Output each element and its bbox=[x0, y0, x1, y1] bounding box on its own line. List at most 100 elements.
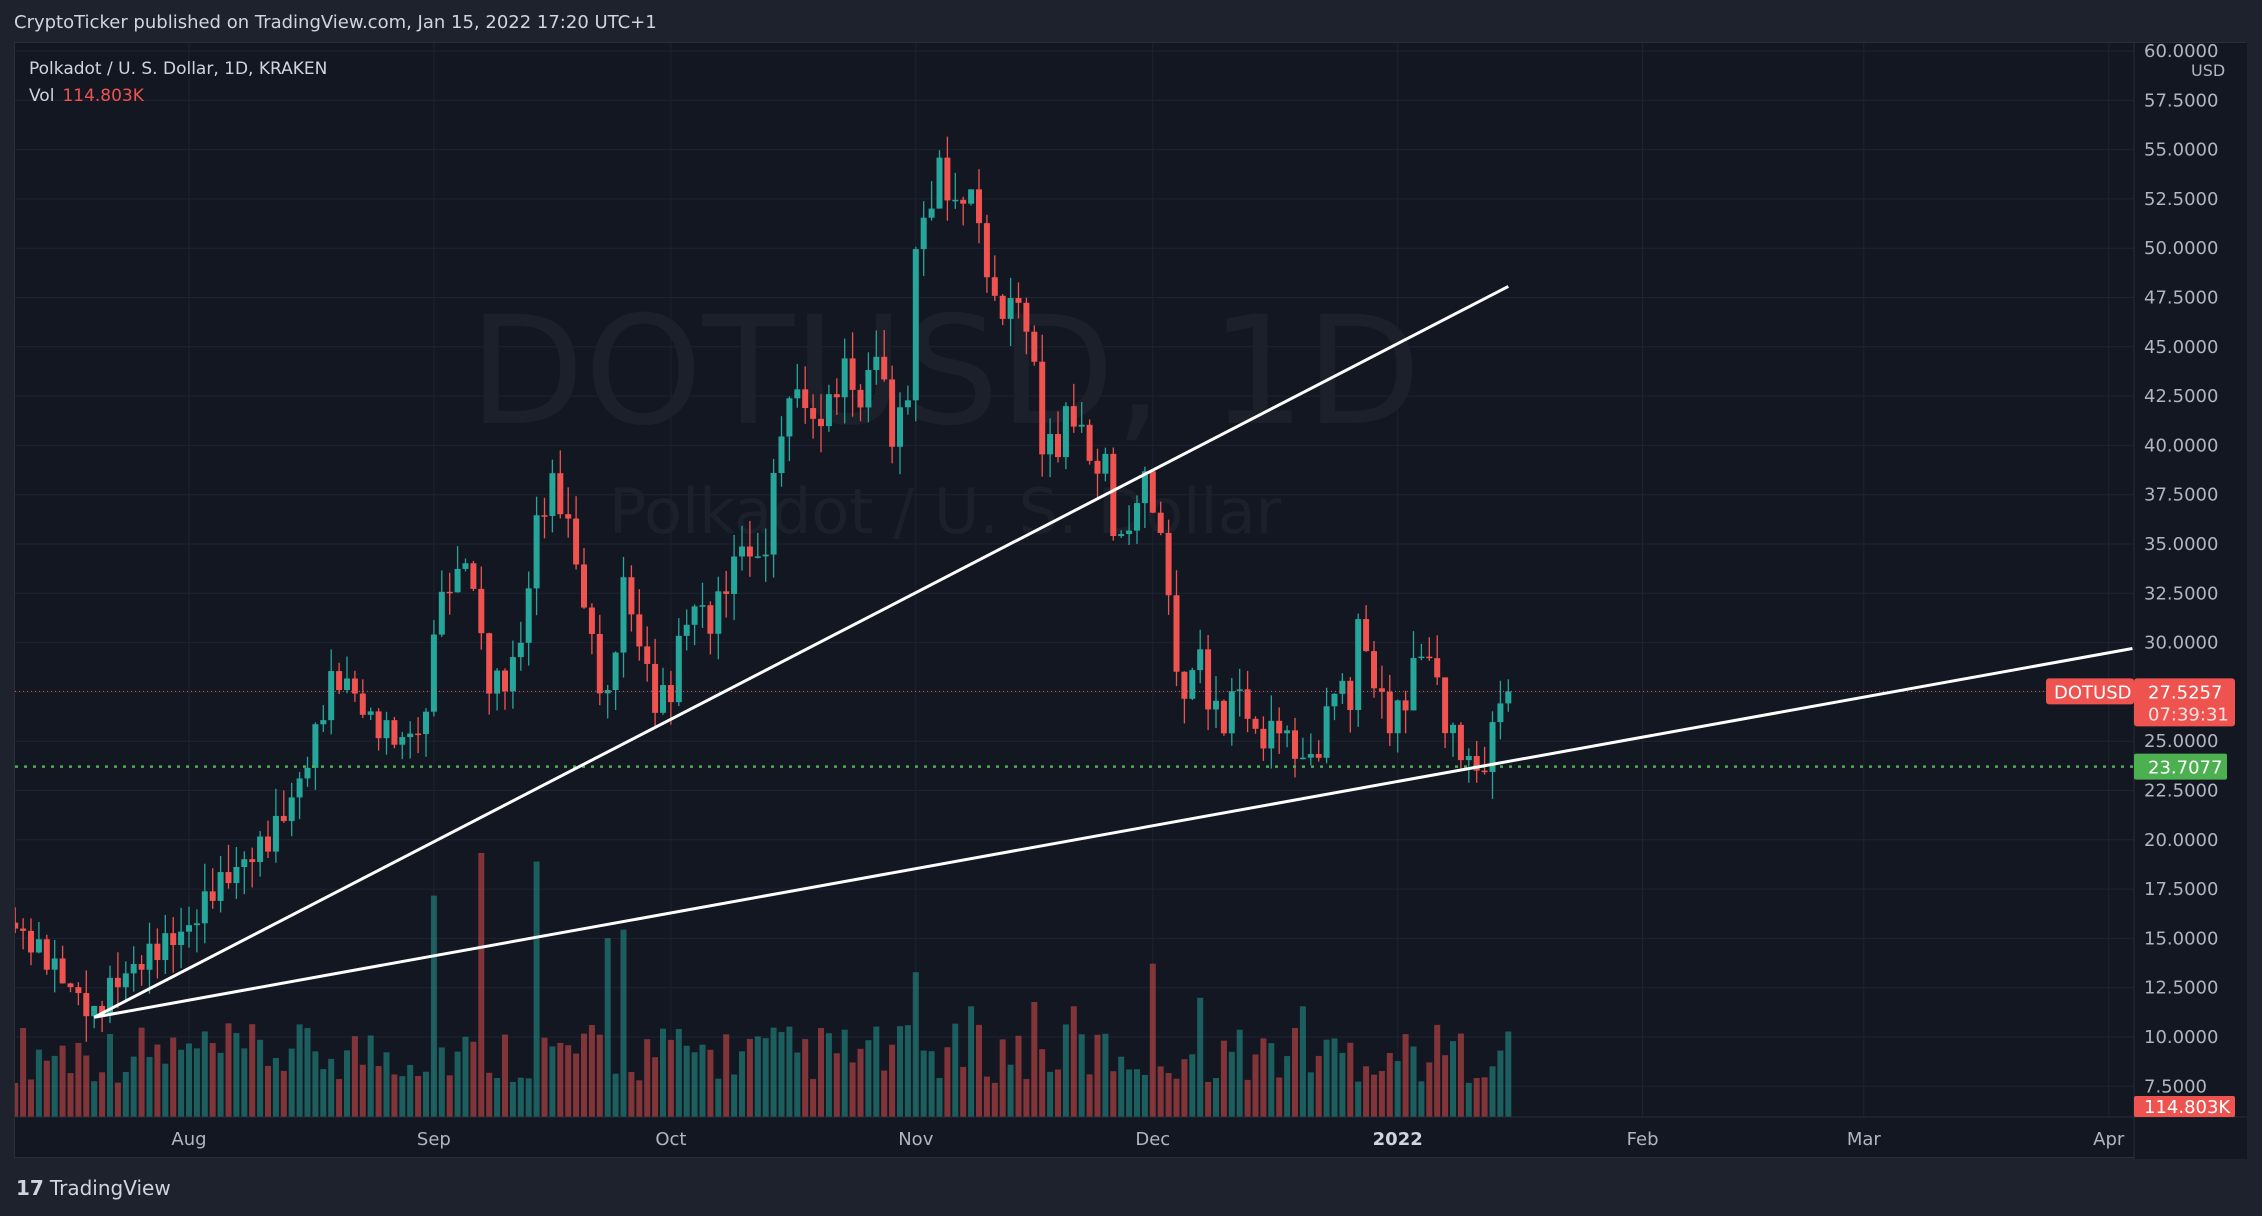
volume-bar bbox=[1450, 1041, 1456, 1117]
candle-body bbox=[454, 568, 461, 593]
volume-bar bbox=[675, 1028, 682, 1117]
volume-bar bbox=[1473, 1078, 1480, 1117]
candle-body bbox=[1331, 693, 1338, 707]
candle-body bbox=[502, 670, 508, 692]
volume-bar bbox=[1260, 1038, 1267, 1117]
volume-bar bbox=[1347, 1042, 1354, 1117]
candle-body bbox=[59, 958, 66, 984]
candle-body bbox=[1473, 756, 1480, 771]
candle-body bbox=[1126, 530, 1133, 534]
candle-body bbox=[557, 473, 564, 515]
price-tick-label: 55.0000 bbox=[2144, 140, 2218, 161]
candle-body bbox=[944, 157, 951, 201]
candle-body bbox=[336, 671, 343, 691]
volume-bar bbox=[162, 1063, 169, 1117]
volume-bar bbox=[541, 1037, 548, 1117]
volume-bar bbox=[897, 1026, 903, 1117]
volume-bar bbox=[778, 1032, 785, 1117]
volume-bar bbox=[375, 1066, 382, 1117]
candle-body bbox=[1165, 532, 1172, 596]
brand-name: TradingView bbox=[49, 1176, 171, 1200]
volume-bar bbox=[1418, 1081, 1425, 1117]
candle-body bbox=[1402, 700, 1409, 711]
candle-body bbox=[525, 588, 532, 643]
volume-bar bbox=[715, 1078, 722, 1117]
volume-bar bbox=[912, 972, 919, 1117]
price-tick-label: 42.5000 bbox=[2144, 386, 2218, 407]
candle-body bbox=[209, 891, 216, 901]
volume-bar bbox=[1505, 1031, 1512, 1117]
volume-bar bbox=[1118, 1056, 1125, 1117]
candle-body bbox=[509, 657, 516, 692]
candle-body bbox=[1228, 691, 1235, 734]
candle-body bbox=[762, 554, 769, 557]
volume-bar bbox=[28, 1079, 34, 1117]
price-tick-label: 32.5000 bbox=[2144, 583, 2218, 604]
candle-body bbox=[1339, 680, 1346, 694]
candle-body bbox=[1023, 302, 1030, 332]
volume-bar bbox=[802, 1039, 809, 1117]
candle-body bbox=[249, 859, 256, 863]
trendline[interactable] bbox=[93, 647, 2133, 1019]
candle-body bbox=[707, 605, 714, 634]
candle-body bbox=[1102, 453, 1109, 474]
volume-bar bbox=[1394, 1061, 1401, 1117]
price-tick-label: 50.0000 bbox=[2144, 238, 2218, 259]
volume-bar bbox=[1268, 1043, 1275, 1117]
volume-bar bbox=[146, 1057, 153, 1117]
volume-bar bbox=[1007, 1064, 1014, 1117]
price-tick-label: 17.5000 bbox=[2144, 879, 2218, 900]
volume-bar bbox=[209, 1043, 216, 1117]
volume-bar bbox=[1078, 1034, 1085, 1117]
volume-bar bbox=[107, 1033, 113, 1117]
volume-value: 114.803K bbox=[62, 86, 144, 106]
tradingview-logo[interactable]: 17 TradingView bbox=[16, 1176, 171, 1200]
price-tick-label: 40.0000 bbox=[2144, 435, 2218, 456]
candle-body bbox=[1197, 649, 1204, 671]
volume-bar bbox=[1442, 1055, 1449, 1117]
volume-bar bbox=[391, 1074, 398, 1117]
candle-body bbox=[1284, 730, 1291, 734]
support-value: 23.7077 bbox=[2148, 758, 2222, 779]
candle-body bbox=[1094, 460, 1101, 474]
candle-body bbox=[351, 678, 358, 694]
candle-body bbox=[1465, 756, 1472, 761]
price-tick-label: 35.0000 bbox=[2144, 534, 2218, 555]
candle-body bbox=[1062, 406, 1069, 458]
symbol-title[interactable]: Polkadot / U. S. Dollar, 1D, KRAKEN bbox=[29, 59, 328, 79]
price-axis bbox=[2134, 43, 2247, 1159]
volume-bar bbox=[1292, 1027, 1298, 1117]
candle-body bbox=[1031, 331, 1038, 362]
candle-body bbox=[683, 624, 690, 636]
candle-body bbox=[1086, 424, 1093, 461]
chart-legend: Polkadot / U. S. Dollar, 1D, KRAKEN Vol 1… bbox=[29, 56, 327, 110]
volume-bar bbox=[1015, 1035, 1022, 1117]
candle-body bbox=[83, 993, 90, 1017]
candle-body bbox=[849, 358, 856, 390]
candle-body bbox=[1236, 689, 1243, 692]
candle-body bbox=[1220, 700, 1227, 734]
volume-bar bbox=[438, 1047, 445, 1117]
candle-body bbox=[1363, 619, 1370, 652]
candle-body bbox=[691, 606, 698, 625]
trendline[interactable] bbox=[93, 285, 1509, 1019]
candle-body bbox=[107, 977, 113, 1015]
candle-body bbox=[1268, 720, 1275, 749]
volume-bar bbox=[59, 1045, 66, 1117]
volume-bar bbox=[170, 1037, 177, 1117]
time-tick-label: Sep bbox=[417, 1129, 451, 1150]
candle-body bbox=[1355, 619, 1362, 710]
candle-body bbox=[1039, 361, 1046, 455]
candle-body bbox=[786, 398, 793, 437]
time-tick-label: 2022 bbox=[1373, 1129, 1423, 1150]
volume-bar bbox=[857, 1048, 864, 1117]
candlestick-chart[interactable]: DOTUSD, 1D Polkadot / U. S. Dollar 60.0000… bbox=[15, 43, 2247, 1159]
volume-bar bbox=[122, 1071, 129, 1117]
chart-pane[interactable]: DOTUSD, 1D Polkadot / U. S. Dollar 60.0000… bbox=[14, 42, 2247, 1159]
candle-body bbox=[1410, 657, 1417, 711]
time-tick-label: Nov bbox=[898, 1129, 933, 1150]
candle-body bbox=[344, 678, 350, 691]
volume-bar bbox=[320, 1069, 327, 1117]
volume-bar bbox=[1039, 1049, 1046, 1117]
volume-bar bbox=[904, 1025, 911, 1117]
